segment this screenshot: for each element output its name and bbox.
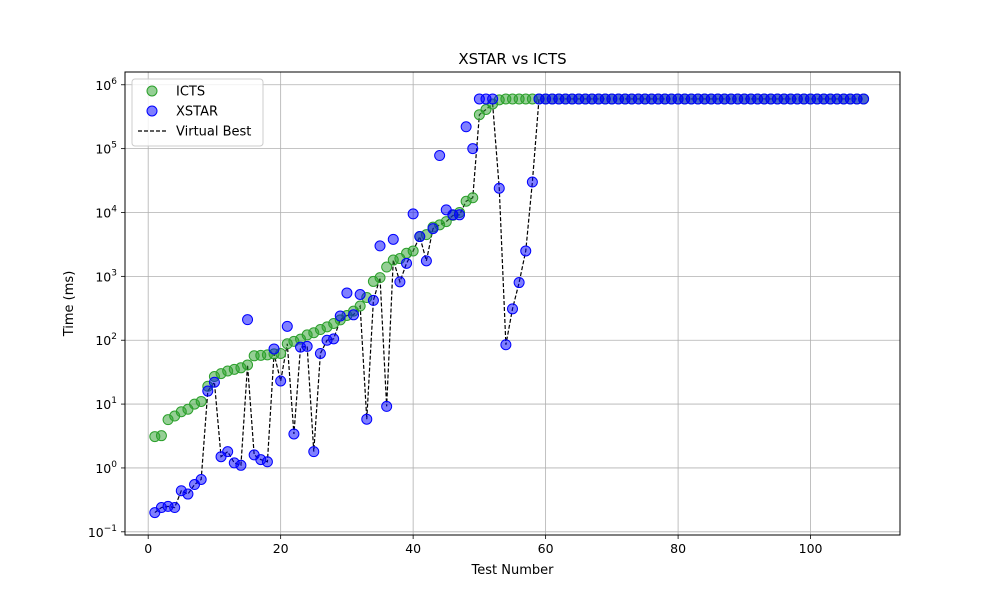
y-tick-exponent: −1 bbox=[104, 524, 117, 534]
point-layer bbox=[149, 93, 870, 519]
icts-point bbox=[374, 272, 386, 284]
legend-label-xstar: XSTAR bbox=[176, 105, 218, 120]
y-tick-label: 105 bbox=[95, 141, 117, 157]
y-tick-exponent: 4 bbox=[111, 204, 117, 214]
xstar-point bbox=[394, 276, 406, 288]
xstar-point bbox=[222, 446, 234, 458]
xstar-point bbox=[195, 473, 207, 485]
chart-title: XSTAR vs ICTS bbox=[458, 50, 566, 68]
icts-point bbox=[407, 245, 419, 257]
y-tick-label: 100 bbox=[95, 460, 117, 476]
x-tick-label: 60 bbox=[538, 541, 554, 556]
y-tick-exponent: 0 bbox=[111, 460, 117, 470]
xstar-point bbox=[500, 339, 512, 351]
grid bbox=[125, 72, 900, 535]
y-tick-base: 10 bbox=[95, 397, 111, 412]
xstar-point bbox=[169, 502, 181, 514]
x-axis-label: Test Number bbox=[471, 563, 555, 578]
xstar-point bbox=[467, 143, 479, 155]
xstar-point bbox=[381, 400, 393, 412]
xstar-point bbox=[526, 176, 538, 188]
xstar-point bbox=[520, 245, 532, 257]
icts-point bbox=[381, 261, 393, 273]
xstar-point bbox=[275, 375, 287, 387]
legend-label-icts: ICTS bbox=[176, 85, 205, 100]
xstar-point bbox=[202, 385, 214, 397]
xstar-point bbox=[420, 255, 432, 267]
icts-point bbox=[242, 359, 254, 371]
x-tick-label: 20 bbox=[273, 541, 289, 556]
icts-point bbox=[467, 192, 479, 204]
y-tick-label: 104 bbox=[95, 204, 117, 220]
xstar-point bbox=[401, 257, 413, 269]
xstar-point bbox=[308, 446, 320, 458]
xstar-point bbox=[493, 182, 505, 194]
xstar-point bbox=[348, 309, 360, 321]
xstar-point bbox=[513, 277, 525, 289]
y-tick-exponent: 5 bbox=[111, 141, 117, 151]
y-axis-label: Time (ms) bbox=[62, 271, 77, 338]
y-tick-label: 102 bbox=[95, 332, 117, 348]
icts-point bbox=[195, 395, 207, 407]
xstar-point bbox=[268, 343, 280, 355]
plot-frame bbox=[124, 71, 901, 536]
xstar-point bbox=[314, 347, 326, 359]
y-tick-label: 101 bbox=[95, 396, 117, 412]
y-tick-base: 10 bbox=[95, 333, 111, 348]
xstar-point bbox=[414, 231, 426, 243]
y-tick-exponent: 2 bbox=[111, 332, 117, 342]
xstar-point bbox=[507, 303, 518, 315]
xstar-point bbox=[407, 208, 419, 220]
xstar-point bbox=[261, 456, 273, 468]
icts-point bbox=[155, 430, 167, 442]
xstar-point bbox=[361, 413, 373, 425]
legend-marker-xstar bbox=[146, 105, 158, 117]
xstar-point bbox=[454, 209, 466, 221]
xstar-point bbox=[208, 376, 220, 388]
y-tick-base: 10 bbox=[88, 525, 104, 540]
xstar-point bbox=[434, 150, 446, 162]
xstar-point bbox=[328, 333, 340, 345]
xstar-point bbox=[374, 240, 386, 252]
y-tick-label: 103 bbox=[95, 268, 117, 284]
legend-label-virtual-best: Virtual Best bbox=[176, 125, 251, 140]
xstar-point bbox=[288, 428, 300, 440]
xstar-point bbox=[367, 294, 379, 306]
xstar-point bbox=[281, 320, 293, 332]
x-tick-label: 100 bbox=[799, 541, 823, 556]
xstar-point bbox=[387, 233, 399, 245]
y-tick-exponent: 6 bbox=[111, 77, 117, 87]
legend-marker-icts bbox=[146, 85, 158, 97]
legend: ICTS XSTAR Virtual Best bbox=[131, 78, 264, 147]
xstar-point bbox=[301, 340, 313, 352]
x-tick-label: 80 bbox=[670, 541, 686, 556]
xstar-point bbox=[354, 289, 366, 300]
x-tick-label: 0 bbox=[144, 541, 152, 556]
xstar-point bbox=[334, 310, 346, 322]
y-tick-base: 10 bbox=[95, 142, 111, 157]
xstar-point bbox=[460, 121, 472, 133]
x-tick-label: 40 bbox=[405, 541, 421, 556]
icts-point bbox=[354, 300, 366, 312]
xstar-point bbox=[487, 93, 499, 105]
y-tick-exponent: 1 bbox=[111, 396, 117, 406]
y-tick-base: 10 bbox=[95, 205, 111, 220]
xstar-point bbox=[427, 223, 439, 235]
y-tick-label: 10−1 bbox=[88, 524, 117, 540]
y-tick-label: 106 bbox=[95, 77, 117, 93]
xstar-point bbox=[858, 93, 870, 105]
xstar-point bbox=[235, 459, 247, 471]
y-tick-exponent: 3 bbox=[111, 268, 117, 278]
y-tick-base: 10 bbox=[95, 78, 111, 93]
legend-box bbox=[131, 78, 264, 147]
xstar-point bbox=[182, 488, 194, 500]
xstar-point bbox=[242, 314, 254, 326]
xstar-point bbox=[341, 287, 353, 299]
y-tick-base: 10 bbox=[95, 269, 111, 284]
icts-point bbox=[440, 216, 452, 228]
y-tick-base: 10 bbox=[95, 461, 111, 476]
